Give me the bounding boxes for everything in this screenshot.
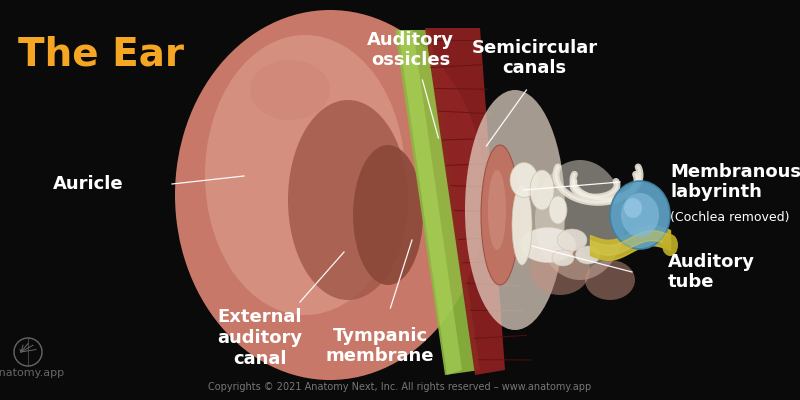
Ellipse shape — [662, 234, 678, 256]
Ellipse shape — [530, 170, 554, 210]
Ellipse shape — [624, 198, 642, 218]
Ellipse shape — [353, 145, 423, 285]
Ellipse shape — [575, 246, 601, 264]
Ellipse shape — [521, 228, 575, 262]
Polygon shape — [425, 28, 505, 375]
Ellipse shape — [552, 250, 574, 266]
Ellipse shape — [610, 181, 670, 249]
Text: Semicircular
canals: Semicircular canals — [471, 39, 598, 77]
Ellipse shape — [512, 185, 532, 265]
Ellipse shape — [549, 196, 567, 224]
Text: The Ear: The Ear — [18, 35, 184, 73]
Ellipse shape — [288, 100, 408, 300]
Text: (Cochlea removed): (Cochlea removed) — [670, 212, 790, 224]
Text: Anatomy.app: Anatomy.app — [0, 368, 65, 378]
Text: Auricle: Auricle — [54, 175, 124, 193]
Polygon shape — [395, 30, 480, 375]
Ellipse shape — [557, 229, 587, 251]
Ellipse shape — [621, 193, 659, 237]
Text: External
auditory
canal: External auditory canal — [218, 308, 302, 368]
Ellipse shape — [530, 245, 590, 295]
Ellipse shape — [465, 90, 565, 330]
Ellipse shape — [250, 60, 330, 120]
Ellipse shape — [585, 260, 635, 300]
Ellipse shape — [488, 170, 506, 250]
Text: Tympanic
membrane: Tympanic membrane — [326, 326, 434, 366]
Text: Auditory
tube: Auditory tube — [668, 253, 755, 291]
Ellipse shape — [205, 35, 405, 315]
Ellipse shape — [481, 145, 519, 285]
Ellipse shape — [510, 162, 538, 198]
Ellipse shape — [535, 160, 625, 280]
Text: Auditory
ossicles: Auditory ossicles — [367, 31, 454, 69]
Ellipse shape — [175, 10, 485, 380]
Text: Membranous
labyrinth: Membranous labyrinth — [670, 162, 800, 201]
Polygon shape — [398, 30, 462, 375]
Text: Copyrights © 2021 Anatomy Next, Inc. All rights reserved – www.anatomy.app: Copyrights © 2021 Anatomy Next, Inc. All… — [208, 382, 592, 392]
